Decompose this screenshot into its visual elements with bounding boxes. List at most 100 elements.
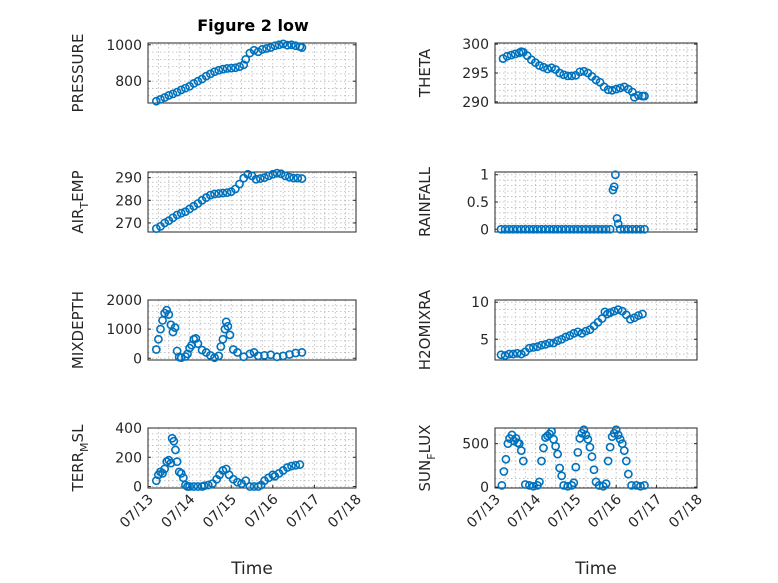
- data-point: [601, 479, 611, 489]
- data-point: [193, 482, 203, 491]
- data-point: [225, 330, 235, 340]
- data-point: [222, 64, 232, 73]
- data-point: [260, 350, 269, 360]
- data-point: [581, 224, 591, 234]
- data-point: [561, 224, 571, 234]
- y-tick-label: 270: [115, 216, 142, 232]
- data-point: [272, 352, 282, 362]
- data-point: [176, 208, 186, 218]
- y-axis-label-rest: LUX: [416, 425, 434, 454]
- data-point: [593, 224, 603, 234]
- y-tick-label: 2000: [106, 293, 142, 309]
- axes-frame: [147, 42, 357, 104]
- data-point: [181, 83, 190, 93]
- data-point: [549, 224, 558, 234]
- data-point: [547, 63, 556, 73]
- y-tick-label: 0: [480, 222, 489, 238]
- data-point: [545, 338, 554, 348]
- data-point: [233, 477, 242, 487]
- data-point: [162, 305, 172, 315]
- data-point: [573, 447, 583, 457]
- data-point: [597, 224, 607, 234]
- data-point: [537, 456, 546, 466]
- data-point: [214, 65, 224, 75]
- data-point: [612, 213, 622, 223]
- data-point: [512, 348, 522, 358]
- data-point: [585, 224, 595, 234]
- data-point: [291, 348, 301, 358]
- data-point: [640, 480, 649, 490]
- data-point: [557, 471, 567, 481]
- data-point: [235, 62, 244, 72]
- y-axis-label: MIXDEPTH: [69, 291, 87, 369]
- data-point: [268, 169, 278, 179]
- data-point: [156, 324, 165, 334]
- data-point: [189, 482, 199, 491]
- data-point: [615, 83, 625, 93]
- data-point: [619, 446, 629, 456]
- data-point: [504, 349, 514, 359]
- data-point: [567, 71, 577, 81]
- y-tick-label: 200: [115, 450, 142, 466]
- data-point: [280, 171, 290, 181]
- data-point: [561, 332, 571, 342]
- data-point: [245, 349, 255, 359]
- data-point: [218, 334, 228, 344]
- data-point: [508, 224, 518, 234]
- y-axis-label: SUNFLUX: [416, 425, 438, 492]
- y-tick-label: 1000: [106, 38, 142, 54]
- data-point: [512, 224, 522, 234]
- y-axis-label-main: PRESSURE: [69, 34, 87, 113]
- data-point: [497, 480, 507, 490]
- data-point: [496, 350, 506, 360]
- data-point: [528, 481, 538, 491]
- data-point: [168, 89, 178, 99]
- data-point: [607, 85, 617, 95]
- data-point: [573, 327, 583, 337]
- data-point: [551, 441, 560, 451]
- subplot-4: 0 0.5 1 RAINFALL: [416, 166, 698, 238]
- data-point: [518, 456, 528, 466]
- data-point: [282, 463, 292, 472]
- data-point: [605, 308, 615, 317]
- data-point: [585, 442, 595, 452]
- data-point: [214, 189, 224, 198]
- axes-frame: [494, 299, 698, 361]
- data-point: [524, 480, 534, 490]
- data-point: [565, 224, 575, 234]
- data-point: [553, 449, 563, 459]
- y-axis-label-subscript: T: [78, 202, 91, 210]
- data-point: [282, 40, 292, 50]
- y-tick-label: 0: [133, 351, 142, 367]
- data-point: [611, 84, 621, 94]
- x-axis-label: Time: [230, 559, 273, 579]
- data-point: [168, 327, 178, 337]
- y-tick-label: 300: [462, 37, 489, 53]
- data-point: [577, 224, 587, 234]
- data-point: [501, 454, 511, 464]
- y-tick-label: 1: [480, 168, 489, 184]
- data-point: [528, 224, 538, 234]
- y-axis-label-rest: SL: [69, 424, 87, 443]
- data-point: [569, 328, 579, 338]
- y-tick-label: 0: [480, 480, 489, 496]
- data-point: [632, 224, 641, 234]
- data-point: [274, 40, 284, 50]
- data-point: [634, 91, 643, 100]
- data-point: [601, 224, 611, 234]
- data-point: [520, 480, 530, 489]
- subplot-3: 270 280 290 AIRTEMP: [69, 168, 357, 234]
- data-point: [569, 224, 579, 234]
- data-point: [287, 461, 296, 471]
- data-point: [609, 306, 619, 316]
- y-tick-label: 295: [462, 66, 489, 82]
- data-point: [176, 353, 186, 363]
- data-point: [516, 224, 526, 234]
- data-point: [151, 345, 161, 354]
- data-point: [625, 314, 635, 324]
- y-tick-label: 400: [115, 421, 142, 437]
- data-point: [579, 66, 589, 76]
- y-axis-label: RAINFALL: [416, 166, 434, 237]
- data-point: [636, 481, 645, 491]
- data-point: [156, 94, 165, 104]
